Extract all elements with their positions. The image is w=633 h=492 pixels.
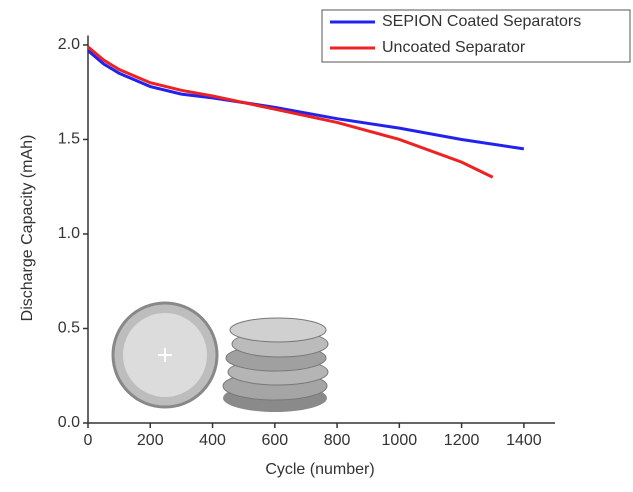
y-axis-label: Discharge Capacity (mAh) (19, 135, 36, 322)
x-tick-label: 1200 (444, 432, 480, 449)
y-tick-label: 2.0 (58, 36, 80, 53)
series-line (87, 45, 494, 179)
legend-label: Uncoated Separator (382, 39, 526, 56)
x-tick-label: 800 (324, 432, 351, 449)
x-axis-label: Cycle (number) (265, 461, 374, 478)
series-line (87, 49, 525, 151)
x-tick-label: 1000 (382, 432, 418, 449)
legend-label: SEPION Coated Separators (382, 13, 581, 30)
x-tick-label: 200 (137, 432, 164, 449)
coin-cells-photo (111, 301, 329, 412)
y-tick-label: 1.5 (58, 131, 80, 148)
x-tick-label: 1400 (506, 432, 542, 449)
y-tick-label: 1.0 (58, 225, 80, 242)
x-tick-label: 600 (261, 432, 288, 449)
x-tick-label: 400 (199, 432, 226, 449)
x-tick-label: 0 (84, 432, 93, 449)
y-tick-label: 0.0 (58, 414, 80, 431)
legend-box (321, 9, 631, 63)
y-tick-label: 0.5 (58, 320, 80, 337)
